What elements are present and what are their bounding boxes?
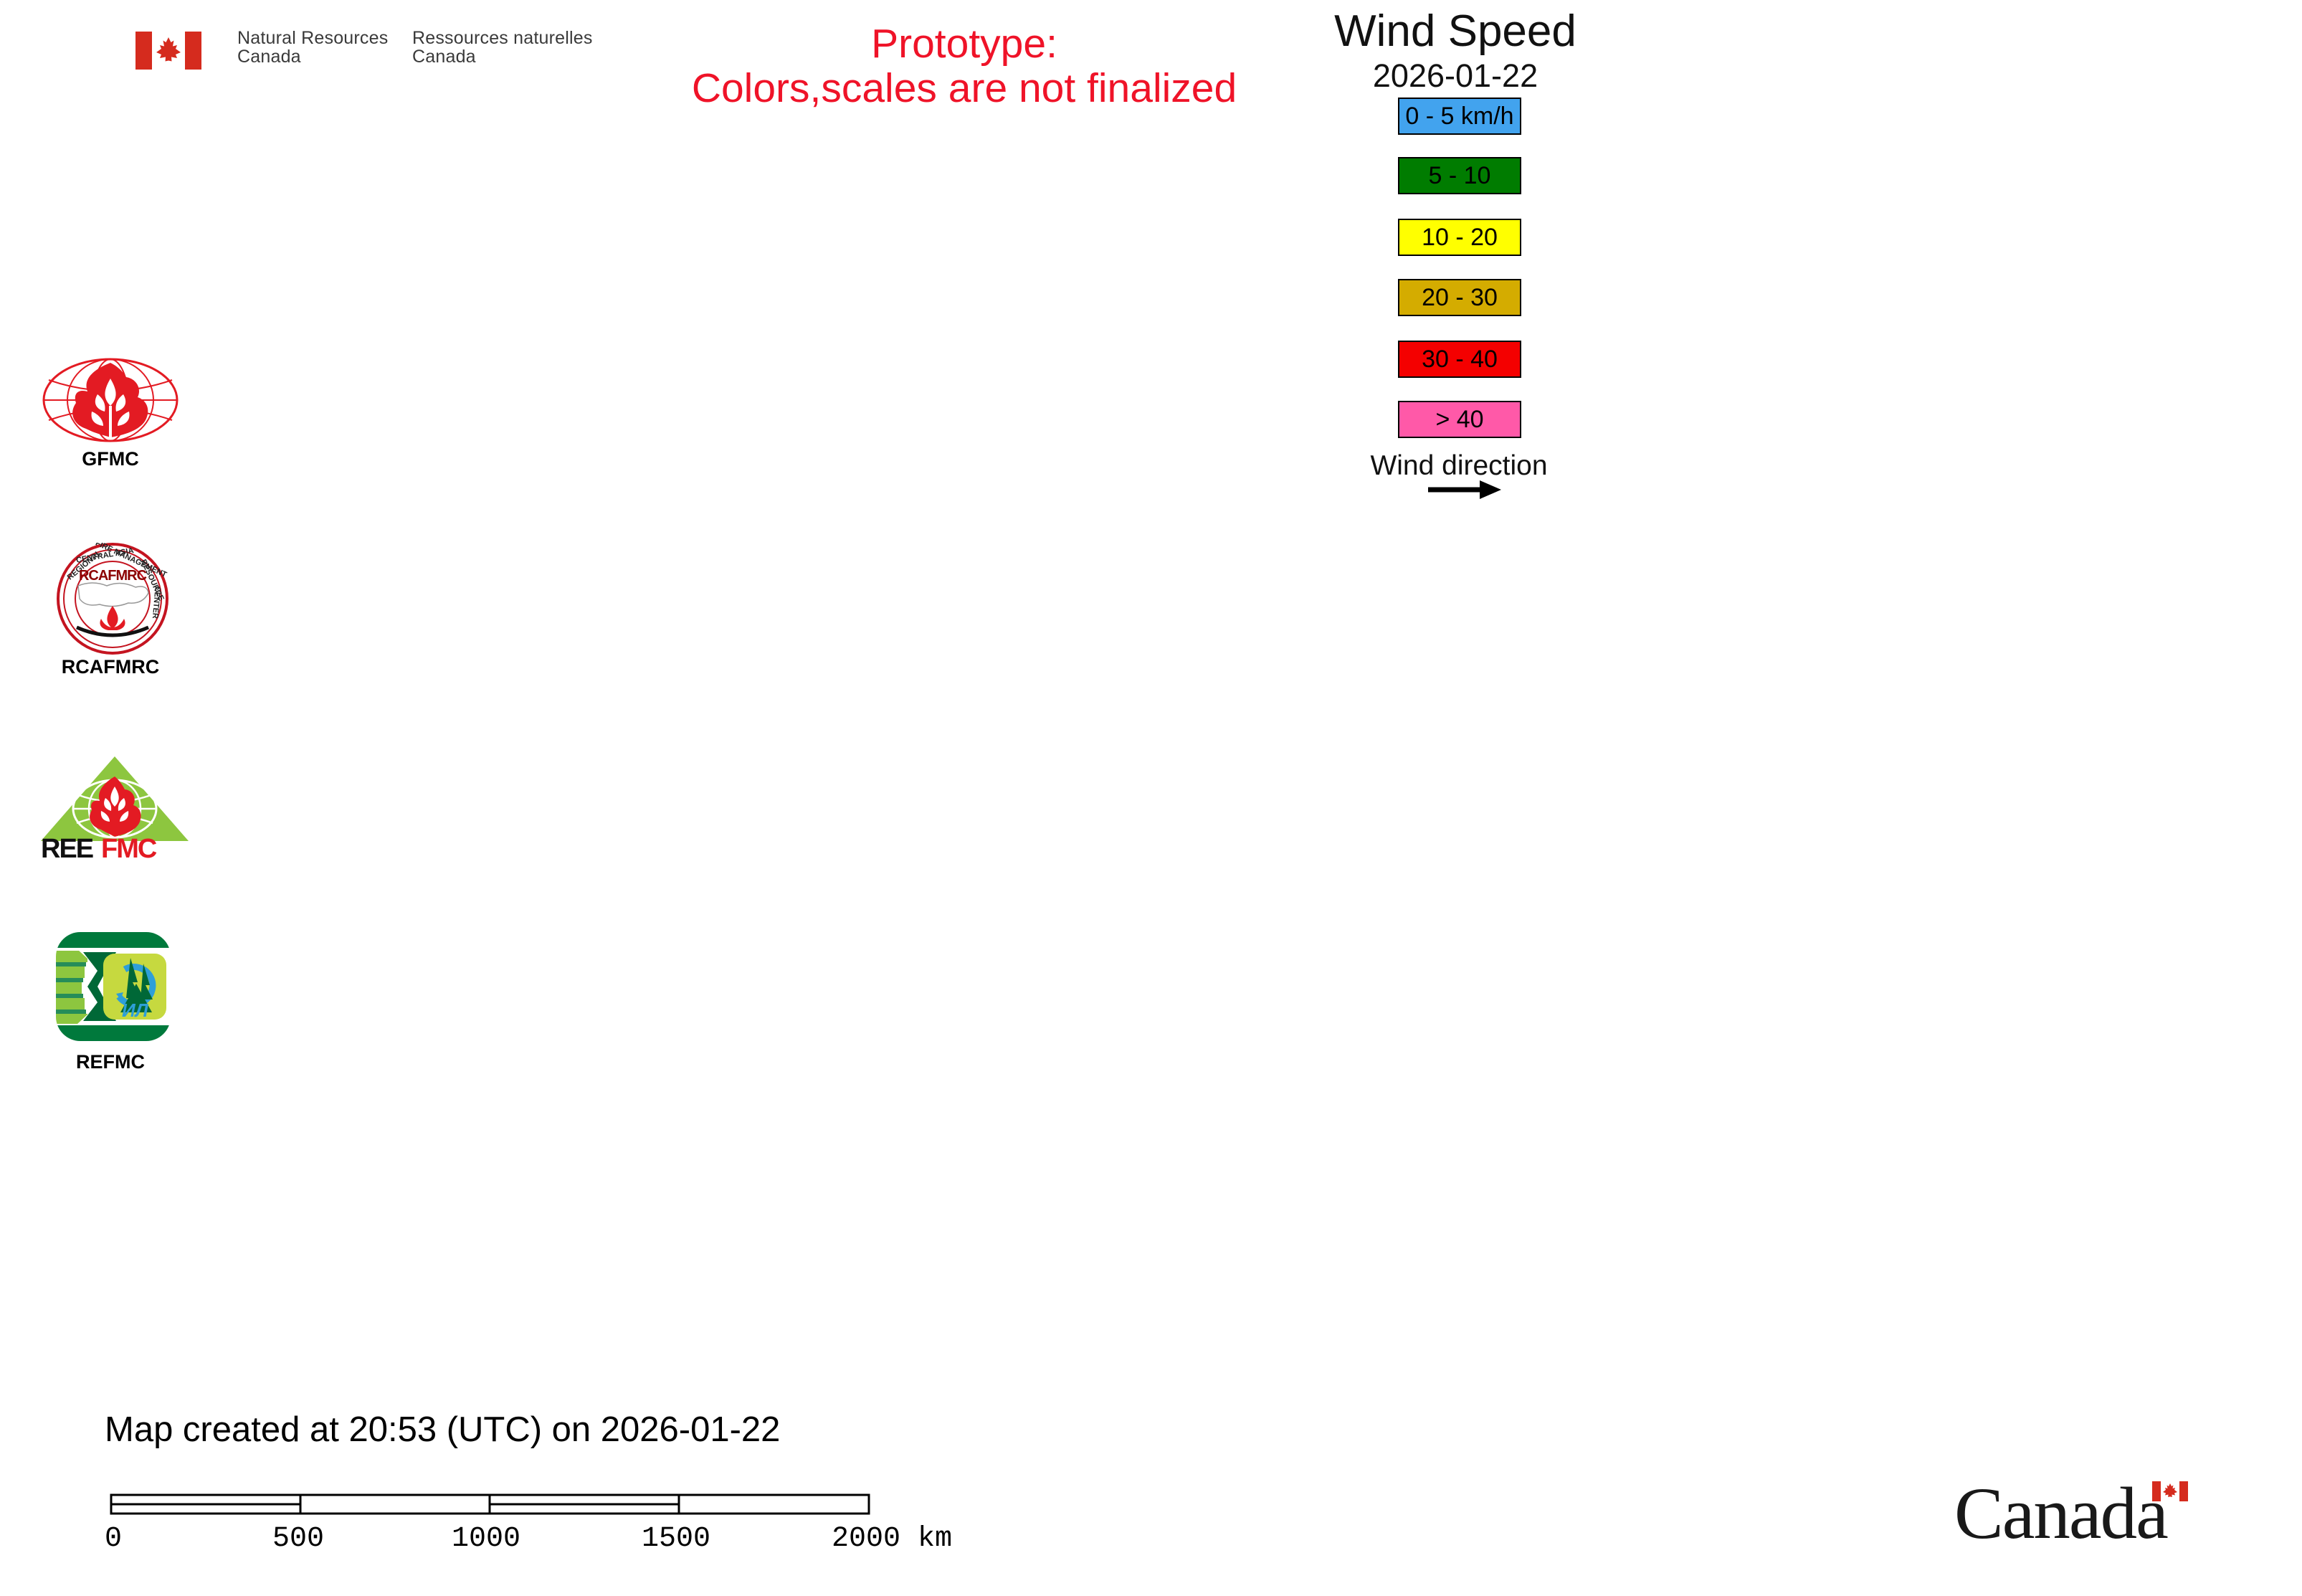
svg-text:FMC: FMC — [101, 834, 157, 859]
svg-text:RCAFMRC: RCAFMRC — [79, 568, 147, 584]
svg-text:CENTER: CENTER — [151, 586, 162, 619]
svg-text:REE: REE — [41, 834, 93, 859]
svg-text:ИЛ: ИЛ — [122, 999, 149, 1021]
